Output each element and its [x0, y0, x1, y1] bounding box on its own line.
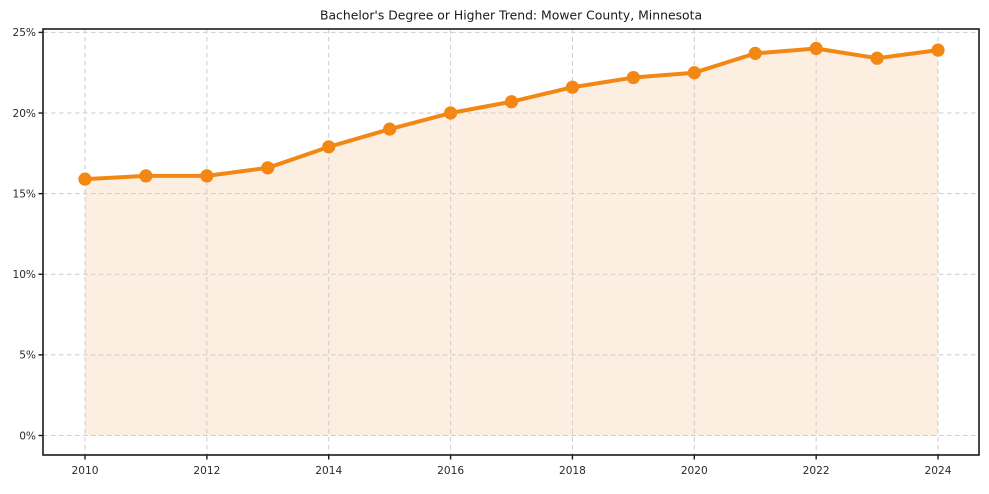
chart-title: Bachelor's Degree or Higher Trend: Mower… — [320, 8, 702, 23]
x-tick-label-2022: 2022 — [803, 465, 830, 477]
x-tick-label-2012: 2012 — [193, 465, 220, 477]
y-tick-label-25: 25% — [12, 27, 36, 39]
y-tick-label-20: 20% — [12, 108, 36, 120]
trend-area-fill — [85, 48, 939, 436]
y-tick-label-15: 15% — [12, 188, 36, 200]
data-point-2014 — [322, 140, 336, 154]
x-tick-label-2014: 2014 — [315, 465, 342, 477]
data-point-2010 — [78, 172, 92, 186]
data-point-2021 — [748, 46, 762, 60]
y-tick-label-10: 10% — [12, 269, 36, 281]
data-point-2024 — [931, 43, 945, 57]
x-tick-label-2016: 2016 — [437, 465, 464, 477]
data-point-2022 — [809, 41, 823, 56]
x-tick-label-2010: 2010 — [72, 465, 99, 477]
x-tick-label-2024: 2024 — [925, 465, 952, 477]
plot-border — [42, 28, 980, 456]
data-point-2023 — [870, 51, 884, 65]
gridline-layer — [43, 29, 979, 455]
data-point-2015 — [383, 122, 397, 136]
data-point-2013 — [261, 161, 275, 175]
area-fill-layer — [85, 48, 939, 436]
data-point-2011 — [139, 169, 153, 183]
y-tick-label-0: 0% — [19, 430, 36, 442]
x-tick-label-2018: 2018 — [559, 465, 586, 477]
data-point-2018 — [565, 80, 580, 94]
axes-layer: 0% 5% 10% 15% 20% 25% 2010 2012 2014 2016 2018 2020… — [12, 27, 980, 477]
data-point-2016 — [443, 106, 458, 120]
series-layer — [78, 41, 945, 186]
x-tick-label-2020: 2020 — [681, 465, 708, 477]
y-tick-label-5: 5% — [19, 350, 36, 362]
data-point-2017 — [504, 95, 519, 109]
data-point-2020 — [687, 66, 701, 80]
data-point-2019 — [626, 70, 640, 85]
data-point-2012 — [200, 169, 214, 183]
